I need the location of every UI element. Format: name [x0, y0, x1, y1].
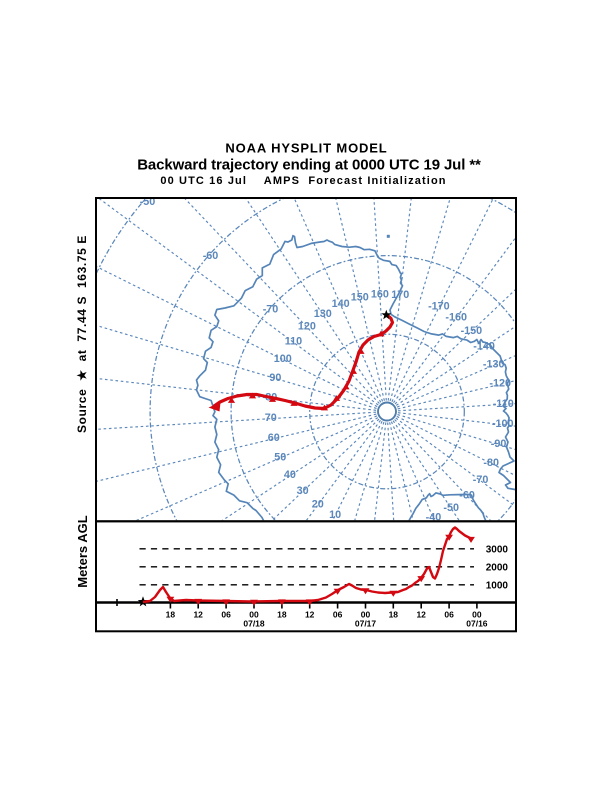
svg-text:06: 06 — [221, 610, 231, 620]
svg-text:12: 12 — [305, 610, 315, 620]
svg-text:1000: 1000 — [486, 580, 509, 591]
svg-text:12: 12 — [416, 610, 426, 620]
svg-text:18: 18 — [389, 610, 399, 620]
svg-text:-70: -70 — [473, 474, 489, 486]
svg-text:2000: 2000 — [486, 562, 509, 573]
svg-text:00 UTC 16 Jul AMPS Forecas: 00 UTC 16 Jul AMPS Forecast Initializati… — [160, 175, 446, 187]
svg-text:-100: -100 — [492, 418, 514, 430]
svg-text:60: 60 — [268, 432, 280, 444]
svg-text:Meters AGL: Meters AGL — [75, 515, 90, 588]
svg-text:-90: -90 — [491, 438, 507, 450]
svg-text:3000: 3000 — [486, 544, 509, 555]
svg-text:18: 18 — [166, 610, 176, 620]
svg-text:110: 110 — [285, 336, 302, 348]
svg-text:06: 06 — [444, 610, 454, 620]
svg-text:10: 10 — [329, 509, 341, 521]
svg-text:-160: -160 — [445, 311, 467, 323]
svg-text:20: 20 — [312, 499, 324, 511]
svg-text:160: 160 — [371, 289, 389, 301]
svg-text:Backward trajectory ending at: Backward trajectory ending at 0000 UTC 1… — [137, 156, 481, 173]
svg-text:150: 150 — [351, 292, 369, 304]
svg-text:07/18: 07/18 — [243, 619, 265, 629]
svg-text:70: 70 — [265, 412, 277, 424]
svg-text:30: 30 — [297, 485, 309, 497]
svg-text:130: 130 — [314, 308, 332, 320]
svg-text:06: 06 — [333, 610, 343, 620]
svg-text:-80: -80 — [483, 457, 499, 469]
svg-text:18: 18 — [277, 610, 287, 620]
svg-text:-60: -60 — [203, 250, 219, 262]
svg-text:NOAA HYSPLIT MODEL: NOAA HYSPLIT MODEL — [225, 141, 387, 156]
svg-text:140: 140 — [332, 298, 350, 310]
svg-text:-70: -70 — [263, 304, 279, 316]
svg-text:50: 50 — [274, 451, 286, 463]
svg-text:100: 100 — [274, 353, 292, 365]
svg-text:-150: -150 — [461, 325, 483, 337]
svg-text:120: 120 — [298, 321, 316, 333]
svg-text:-50: -50 — [443, 502, 459, 514]
svg-text:07/17: 07/17 — [355, 619, 377, 629]
svg-text:40: 40 — [284, 469, 296, 481]
svg-text:90: 90 — [269, 372, 281, 384]
svg-text:12: 12 — [193, 610, 203, 620]
svg-text:07/16: 07/16 — [466, 619, 488, 629]
svg-text:Source ★ at 77.44 S 163.75: Source ★ at 77.44 S 163.75 E — [75, 235, 89, 433]
